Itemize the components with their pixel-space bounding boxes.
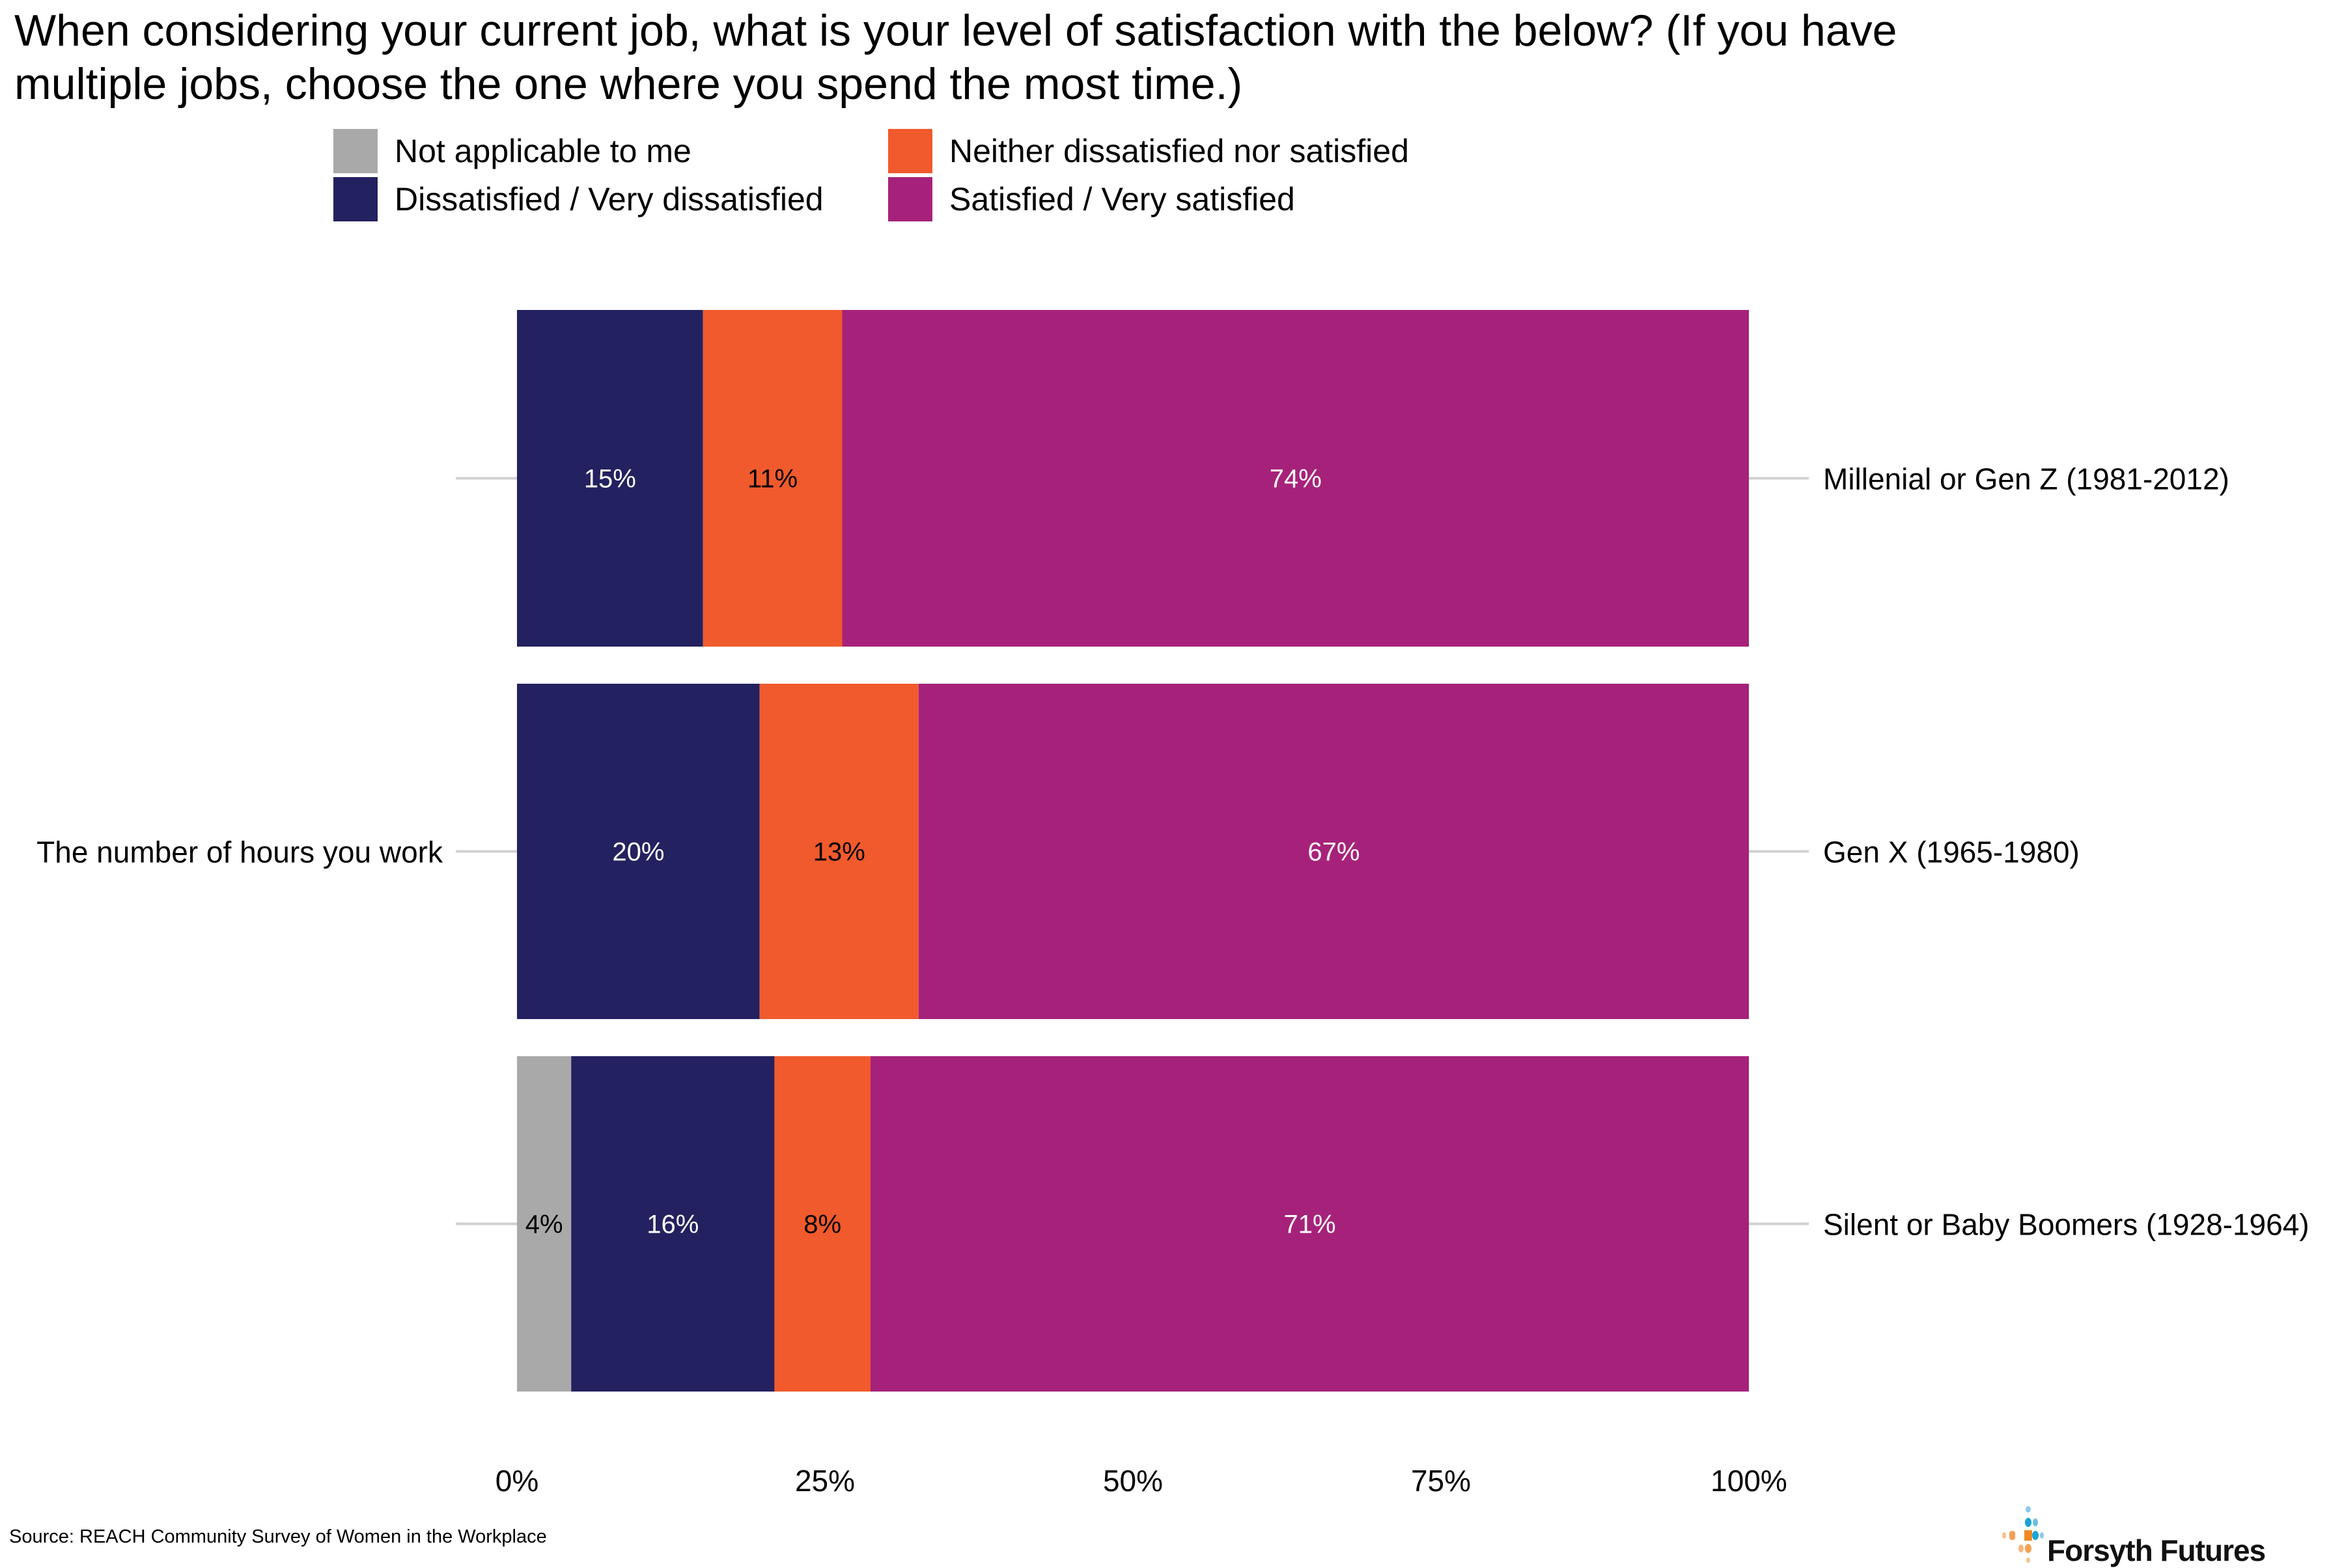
- x-tick-label: 100%: [1710, 1464, 1787, 1498]
- x-tick-label: 50%: [1103, 1464, 1163, 1498]
- bar-segment: [517, 684, 760, 1019]
- bar-segment: [703, 310, 843, 647]
- logo-text: Forsyth Futures: [2047, 1533, 2266, 1567]
- chart-title: When considering your current job, what …: [14, 6, 1897, 109]
- legend-label: Dissatisfied / Very dissatisfied: [395, 181, 824, 217]
- data-label: 4%: [525, 1211, 563, 1239]
- category-label: Silent or Baby Boomers (1928-1964): [1823, 1208, 2309, 1242]
- bar-segment: [517, 310, 703, 647]
- bar-segment: [571, 1056, 775, 1392]
- legend-item-not-applicable: Not applicable to me: [333, 129, 691, 173]
- legend-swatch: [333, 129, 378, 173]
- legend-swatch: [888, 177, 932, 221]
- data-label: 74%: [1270, 465, 1322, 494]
- forsyth-futures-logo: Forsyth Futures: [1992, 1504, 2292, 1567]
- data-label: 13%: [813, 838, 865, 867]
- legend-item-dissatisfied: Dissatisfied / Very dissatisfied: [333, 177, 824, 221]
- legend-label: Not applicable to me: [395, 133, 691, 169]
- bar-segment: [918, 684, 1749, 1019]
- legend-item-satisfied: Satisfied / Very satisfied: [888, 177, 1295, 221]
- legend-label: Neither dissatisfied nor satisfied: [949, 133, 1409, 169]
- data-label: 67%: [1307, 838, 1360, 867]
- data-label: 16%: [647, 1211, 699, 1239]
- logo-dots-icon: [2002, 1506, 2044, 1563]
- data-label: 8%: [803, 1211, 841, 1239]
- bar-segment: [774, 1056, 871, 1392]
- bar-segment: [517, 1056, 572, 1392]
- data-label: 11%: [747, 465, 798, 494]
- data-label: 20%: [612, 838, 664, 867]
- x-tick-label: 25%: [795, 1464, 855, 1498]
- data-label: 71%: [1283, 1211, 1335, 1239]
- left-category-label: The number of hours you work: [36, 835, 443, 869]
- legend-item-neutral: Neither dissatisfied nor satisfied: [888, 129, 1409, 173]
- data-label: 15%: [584, 465, 636, 494]
- legend-swatch: [333, 177, 378, 221]
- category-label: Gen X (1965-1980): [1823, 835, 2080, 869]
- legend-swatch: [888, 129, 932, 173]
- bar-segment: [871, 1056, 1749, 1392]
- category-label: Millenial or Gen Z (1981-2012): [1823, 462, 2229, 496]
- source-note: Source: REACH Community Survey of Women …: [9, 1526, 547, 1547]
- x-tick-label: 75%: [1411, 1464, 1471, 1498]
- bar-segment: [759, 684, 919, 1019]
- x-tick-label: 0%: [495, 1464, 538, 1498]
- bar-segment: [842, 310, 1749, 647]
- legend-label: Satisfied / Very satisfied: [949, 181, 1295, 217]
